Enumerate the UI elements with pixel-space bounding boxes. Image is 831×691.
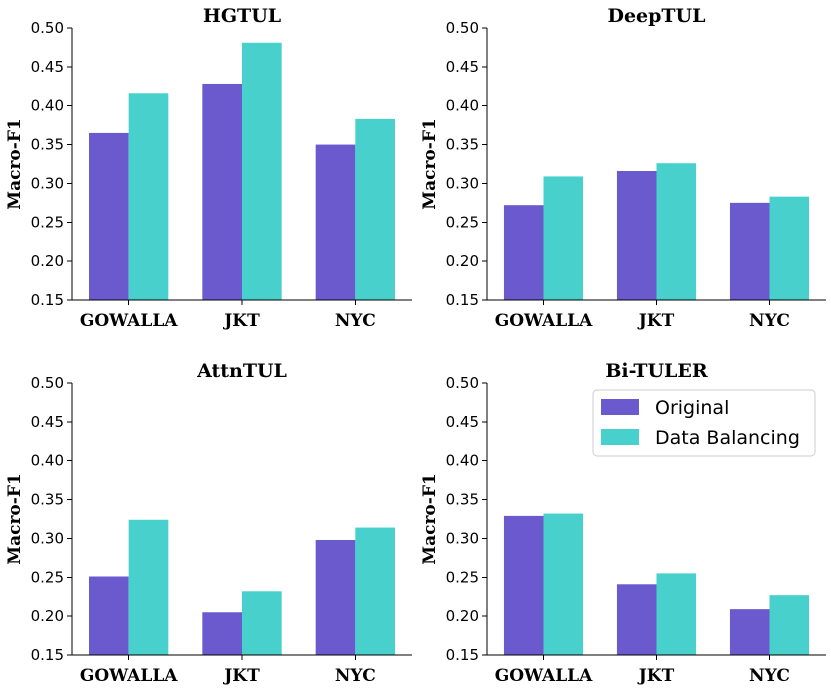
bar-original-nyc bbox=[315, 144, 356, 300]
x-tick-label: JKT bbox=[222, 666, 260, 686]
y-tick-label: 0.40 bbox=[446, 97, 479, 115]
x-tick-label: GOWALLA bbox=[495, 666, 593, 686]
bar-data-balancing-nyc bbox=[769, 196, 810, 300]
y-tick-label: 0.30 bbox=[31, 529, 64, 547]
y-tick-label: 0.50 bbox=[446, 374, 479, 392]
x-tick-label: GOWALLA bbox=[80, 666, 178, 686]
legend-label-data-balancing: Data Balancing bbox=[655, 427, 800, 449]
x-tick-label: NYC bbox=[749, 666, 790, 686]
y-tick-label: 0.20 bbox=[31, 252, 64, 270]
bar-original-jkt bbox=[202, 612, 242, 655]
chart-title: DeepTUL bbox=[607, 5, 705, 27]
x-tick-label: NYC bbox=[749, 311, 790, 331]
y-tick-label: 0.35 bbox=[31, 136, 64, 154]
bar-original-gowalla bbox=[503, 205, 544, 300]
legend-swatch-data-balancing bbox=[601, 429, 639, 445]
y-tick-label: 0.20 bbox=[446, 252, 479, 270]
bar-data-balancing-jkt bbox=[242, 42, 282, 300]
x-tick-label: GOWALLA bbox=[80, 311, 178, 331]
chart-title: Bi-TULER bbox=[605, 360, 708, 382]
chart-attntul: AttnTUL Macro-F1 0.15 0.20 0.25 0.30 0.35 0.40 0… bbox=[5, 360, 412, 686]
y-tick-label: 0.45 bbox=[31, 413, 64, 431]
bar-data-balancing-gowalla bbox=[128, 519, 169, 655]
y-tick-label: 0.15 bbox=[446, 291, 479, 309]
bar-original-jkt bbox=[202, 83, 242, 300]
y-tick-label: 0.35 bbox=[446, 491, 479, 509]
legend: Original Data Balancing bbox=[592, 389, 816, 457]
bar-data-balancing-nyc bbox=[355, 527, 395, 655]
chart-hgtul: HGTUL Macro-F1 0.15 0.20 0.25 0.30 0.35 0.40 0.4… bbox=[5, 5, 412, 331]
bar-original-jkt bbox=[616, 170, 657, 300]
y-tick-label: 0.50 bbox=[31, 374, 64, 392]
bar-data-balancing-gowalla bbox=[543, 176, 584, 300]
y-tick-label: 0.25 bbox=[31, 213, 64, 231]
y-axis-label: Macro-F1 bbox=[420, 118, 440, 209]
x-tick-label: JKT bbox=[222, 311, 260, 331]
y-tick-label: 0.45 bbox=[446, 413, 479, 431]
chart-bituler: Bi-TULER Macro-F1 0.15 0.20 0.25 0.30 0.35 0.40… bbox=[420, 360, 826, 686]
y-tick-label: 0.45 bbox=[31, 58, 64, 76]
y-tick-label: 0.35 bbox=[446, 136, 479, 154]
bar-data-balancing-jkt bbox=[656, 573, 697, 655]
bar-original-nyc bbox=[729, 202, 770, 300]
bar-data-balancing-nyc bbox=[355, 118, 395, 300]
legend-box bbox=[592, 389, 816, 457]
legend-swatch-original bbox=[601, 399, 639, 415]
y-tick-label: 0.25 bbox=[446, 568, 479, 586]
chart-title: HGTUL bbox=[203, 5, 281, 27]
x-tick-label: NYC bbox=[335, 666, 376, 686]
y-tick-label: 0.20 bbox=[446, 607, 479, 625]
y-tick-label: 0.50 bbox=[446, 19, 479, 37]
y-tick-label: 0.15 bbox=[446, 646, 479, 664]
y-tick-label: 0.40 bbox=[446, 452, 479, 470]
y-tick-label: 0.15 bbox=[31, 291, 64, 309]
x-tick-label: JKT bbox=[637, 666, 675, 686]
bar-original-gowalla bbox=[89, 132, 129, 300]
bar-data-balancing-gowalla bbox=[128, 93, 169, 300]
bar-original-nyc bbox=[729, 609, 770, 655]
bar-data-balancing-jkt bbox=[242, 591, 282, 655]
y-axis-label: Macro-F1 bbox=[5, 473, 25, 564]
y-tick-label: 0.15 bbox=[31, 646, 64, 664]
y-tick-label: 0.20 bbox=[31, 607, 64, 625]
bar-data-balancing-gowalla bbox=[543, 513, 584, 655]
y-tick-label: 0.30 bbox=[31, 174, 64, 192]
y-tick-label: 0.30 bbox=[446, 529, 479, 547]
bar-original-gowalla bbox=[89, 576, 129, 655]
y-tick-label: 0.40 bbox=[31, 452, 64, 470]
bar-original-gowalla bbox=[503, 515, 544, 655]
bar-original-jkt bbox=[616, 584, 657, 655]
y-tick-label: 0.25 bbox=[31, 568, 64, 586]
bar-original-nyc bbox=[315, 539, 356, 655]
x-tick-label: GOWALLA bbox=[495, 311, 593, 331]
y-tick-label: 0.25 bbox=[446, 213, 479, 231]
x-tick-label: NYC bbox=[335, 311, 376, 331]
legend-label-original: Original bbox=[655, 397, 729, 419]
y-tick-label: 0.30 bbox=[446, 174, 479, 192]
chart-deeptul: DeepTUL Macro-F1 0.15 0.20 0.25 0.30 0.35 0.40 0… bbox=[420, 5, 826, 331]
y-tick-label: 0.45 bbox=[446, 58, 479, 76]
y-tick-label: 0.35 bbox=[31, 491, 64, 509]
y-axis-label: Macro-F1 bbox=[5, 118, 25, 209]
x-tick-label: JKT bbox=[637, 311, 675, 331]
y-axis-label: Macro-F1 bbox=[420, 473, 440, 564]
bar-data-balancing-nyc bbox=[769, 595, 810, 655]
bar-data-balancing-jkt bbox=[656, 163, 697, 300]
chart-title: AttnTUL bbox=[196, 360, 287, 382]
y-tick-label: 0.50 bbox=[31, 19, 64, 37]
y-tick-label: 0.40 bbox=[31, 97, 64, 115]
